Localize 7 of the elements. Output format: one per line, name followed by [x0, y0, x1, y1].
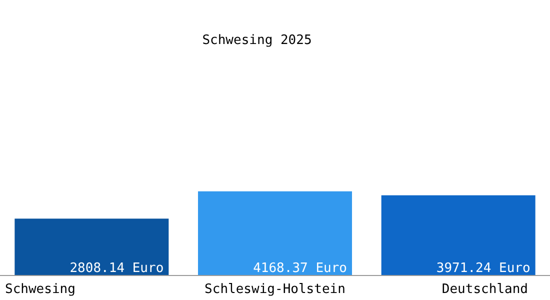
- text: Schwesing 2025: [202, 33, 312, 48]
- data-label: 2808.14 Euro: [70, 261, 164, 276]
- x-tick-label: Schwesing: [5, 282, 76, 297]
- data-label: 4168.37 Euro: [253, 261, 347, 276]
- data-label: 3971.24 Euro: [436, 261, 530, 276]
- x-tick-label: Schleswig-Holstein: [204, 282, 346, 297]
- x-tick-label: Deutschland: [442, 282, 528, 297]
